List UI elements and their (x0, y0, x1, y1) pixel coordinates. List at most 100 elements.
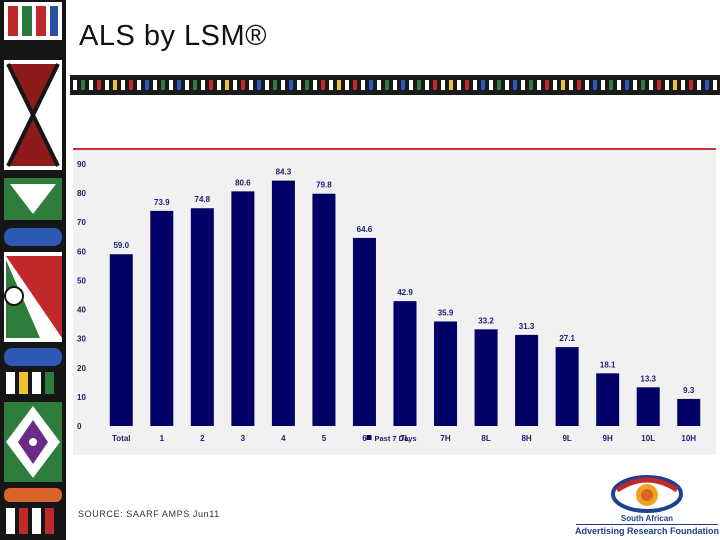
x-tick-label: 4 (281, 434, 286, 443)
bead (465, 80, 469, 90)
bead (473, 80, 477, 90)
bar (231, 191, 255, 426)
bead (609, 80, 613, 90)
bar (596, 373, 620, 426)
x-tick-label: 9H (603, 434, 613, 443)
bead (441, 80, 445, 90)
bead (305, 80, 309, 90)
bead (209, 80, 213, 90)
bead (681, 80, 685, 90)
bead (561, 80, 565, 90)
bead (129, 80, 133, 90)
bar (474, 329, 498, 426)
data-label: 59.0 (113, 241, 129, 250)
bead (569, 80, 573, 90)
bead (225, 80, 229, 90)
y-tick-label: 90 (77, 160, 86, 169)
bead (201, 80, 205, 90)
bar (150, 210, 174, 426)
bar (636, 387, 660, 426)
bead (249, 80, 253, 90)
bead (449, 80, 453, 90)
x-tick-label: 5 (322, 434, 327, 443)
bead (657, 80, 661, 90)
legend-swatch (366, 435, 372, 440)
left-decorative-strip (0, 0, 66, 540)
bead (321, 80, 325, 90)
data-label: 18.1 (600, 360, 616, 369)
bead (425, 80, 429, 90)
y-tick-label: 50 (77, 276, 86, 285)
saarf-logo: South African Advertising Research Found… (574, 468, 720, 540)
decorative-pattern-graphic (0, 0, 66, 540)
bead (577, 80, 581, 90)
bead (585, 80, 589, 90)
bead (457, 80, 461, 90)
eye-logo-icon (611, 475, 683, 513)
y-tick-label: 10 (77, 393, 86, 402)
bead (433, 80, 437, 90)
bead (513, 80, 517, 90)
bar (190, 208, 214, 426)
bead (537, 80, 541, 90)
bead (417, 80, 421, 90)
bead (337, 80, 341, 90)
bead (481, 80, 485, 90)
bead (601, 80, 605, 90)
bar (434, 321, 458, 426)
bead-band-graphic (70, 75, 720, 95)
bead (273, 80, 277, 90)
logo-text-line2: Advertising Research Foundation (574, 526, 720, 536)
y-tick-label: 30 (77, 335, 86, 344)
bead (401, 80, 405, 90)
x-tick-label: 10H (681, 434, 696, 443)
chart-panel: 0 10 20 30 40 50 60 70 80 90 59.0 Total 73.9 1 74.8 2 80… (73, 148, 716, 455)
bead (617, 80, 621, 90)
y-tick-label: 80 (77, 189, 86, 198)
x-tick-label: 10L (641, 434, 655, 443)
bead (329, 80, 333, 90)
data-label: 33.2 (478, 316, 494, 325)
x-tick-label: 7H (440, 434, 450, 443)
x-tick-label: 8H (521, 434, 531, 443)
data-label: 80.6 (235, 178, 251, 187)
bead (233, 80, 237, 90)
bead (153, 80, 157, 90)
bead (641, 80, 645, 90)
logo-text-line1: South African (620, 514, 674, 523)
bead (369, 80, 373, 90)
y-tick-label: 40 (77, 306, 86, 315)
y-tick-label: 0 (77, 422, 82, 431)
y-tick-label: 20 (77, 364, 86, 373)
bead (673, 80, 677, 90)
data-label: 84.3 (276, 168, 292, 177)
bead (73, 80, 77, 90)
bead (505, 80, 509, 90)
x-tick-label: 7L (400, 434, 409, 443)
bar-chart: 0 10 20 30 40 50 60 70 80 90 59.0 Total 73.9 1 74.8 2 80… (77, 160, 701, 443)
bead (241, 80, 245, 90)
bar (312, 193, 336, 426)
bead (121, 80, 125, 90)
bead (521, 80, 525, 90)
bar (393, 301, 417, 426)
bead (89, 80, 93, 90)
bead (345, 80, 349, 90)
x-tick-label: Total (112, 434, 131, 443)
bead (497, 80, 501, 90)
bead (281, 80, 285, 90)
bead (593, 80, 597, 90)
bead (81, 80, 85, 90)
y-tick-label: 70 (77, 218, 86, 227)
x-tick-label: 3 (241, 434, 246, 443)
data-label: 13.3 (640, 374, 656, 383)
bar (555, 347, 579, 426)
bead (113, 80, 117, 90)
bead (545, 80, 549, 90)
bead-band-decoration (70, 72, 720, 98)
bar (352, 237, 376, 426)
x-tick-label: 6 (362, 434, 367, 443)
x-tick-label: 8L (481, 434, 490, 443)
bead (489, 80, 493, 90)
bead (217, 80, 221, 90)
